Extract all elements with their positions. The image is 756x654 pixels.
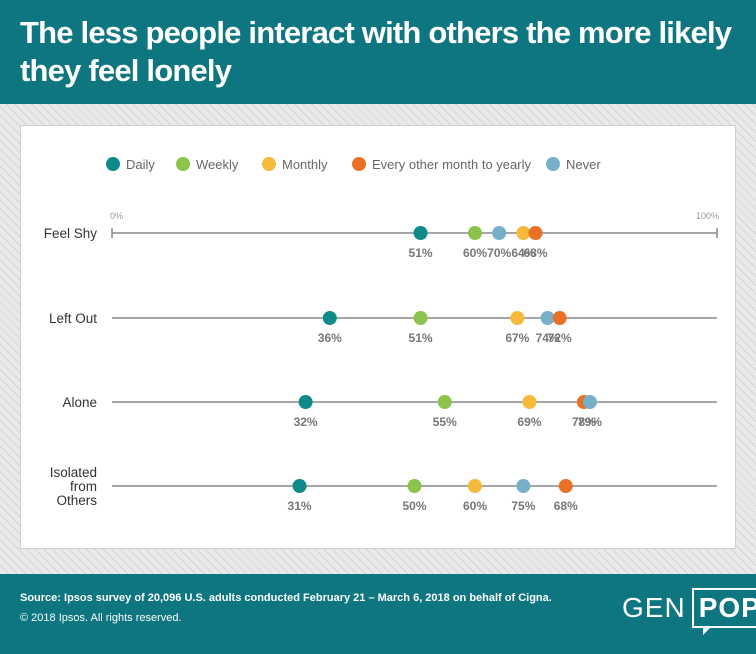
chart-panel: Daily Weekly Monthly Every other month to y… (20, 125, 736, 549)
legend-label-3: Every other month to yearly (372, 157, 531, 172)
value-label-1-0: 36% (318, 331, 342, 345)
dot-0-0 (413, 226, 428, 240)
dot-1-1 (413, 311, 428, 325)
value-label-2-1: 55% (433, 415, 457, 429)
category-label-line: Others (56, 493, 97, 508)
logo-speech-tail (702, 626, 712, 635)
dot-1-3 (552, 311, 567, 325)
footer: Source: Ipsos survey of 20,096 U.S. adul… (0, 574, 756, 654)
legend-label-1: Weekly (196, 157, 239, 172)
dot-2-1 (437, 395, 452, 409)
genpop-logo: GEN POP (622, 587, 756, 635)
category-label-line: Alone (62, 395, 97, 410)
value-label-0-1: 60% (463, 246, 487, 260)
category-label-line: from (70, 479, 97, 494)
dot-0-3 (528, 226, 543, 240)
axis-min-label: 0% (110, 211, 123, 221)
value-label-2-3: 78% (572, 415, 596, 429)
value-label-3-2: 60% (463, 499, 487, 513)
dot-3-4 (516, 479, 531, 493)
legend-marker-3 (352, 157, 366, 171)
value-label-1-2: 67% (505, 331, 529, 345)
value-label-3-1: 50% (402, 499, 426, 513)
dot-0-4 (492, 226, 507, 240)
category-label-2: Alone (62, 395, 97, 410)
dot-3-1 (407, 479, 422, 493)
legend-label-4: Never (566, 157, 601, 172)
page-title: The less people interact with others the… (20, 15, 732, 88)
value-label-2-0: 32% (294, 415, 318, 429)
dot-1-2 (510, 311, 525, 325)
value-label-0-3: 68% (523, 246, 547, 260)
logo-pop-text: POP (698, 592, 756, 623)
category-label-line: Feel Shy (44, 226, 98, 241)
value-label-3-4: 75% (511, 499, 535, 513)
legend-marker-0 (106, 157, 120, 171)
dot-1-0 (322, 311, 337, 325)
category-label-3: Isolated from Others (50, 465, 98, 508)
value-label-1-4: 74% (536, 331, 560, 345)
axis-max-label: 100% (696, 211, 719, 221)
dot-2-0 (298, 395, 313, 409)
legend-marker-4 (546, 157, 560, 171)
logo-pop-box: POP (691, 588, 756, 635)
legend-label-2: Monthly (282, 157, 328, 172)
legend-marker-1 (176, 157, 190, 171)
dot-1-4 (540, 311, 555, 325)
legend-label-0: Daily (126, 157, 155, 172)
value-label-0-0: 51% (409, 246, 433, 260)
category-label-0: Feel Shy (44, 226, 98, 241)
dot-3-2 (468, 479, 482, 493)
source-note: Source: Ipsos survey of 20,096 U.S. adul… (20, 592, 552, 604)
category-label-line: Left Out (49, 311, 97, 326)
dot-plot-chart: Daily Weekly Monthly Every other month to y… (44, 157, 719, 513)
value-label-3-0: 31% (288, 499, 312, 513)
value-label-2-4: 79% (578, 415, 602, 429)
header-banner: The less people interact with others the… (0, 0, 756, 104)
dot-0-2 (516, 226, 531, 240)
copyright-note: © 2018 Ipsos. All rights reserved. (20, 612, 182, 624)
value-label-0-2: 64% (511, 246, 535, 260)
logo-gen-text: GEN (622, 592, 686, 623)
value-label-1-1: 51% (409, 331, 433, 345)
dot-3-0 (292, 479, 307, 493)
dot-3-3 (558, 479, 573, 493)
category-label-line: Isolated (50, 465, 97, 480)
category-label-1: Left Out (49, 311, 97, 326)
dot-0-1 (468, 226, 482, 240)
value-label-1-3: 72% (548, 331, 572, 345)
value-label-0-4: 70% (487, 246, 511, 260)
legend-marker-2 (262, 157, 276, 171)
dot-2-4 (582, 395, 597, 409)
dot-2-2 (522, 395, 537, 409)
value-label-2-2: 69% (517, 415, 541, 429)
value-label-3-3: 68% (554, 499, 578, 513)
